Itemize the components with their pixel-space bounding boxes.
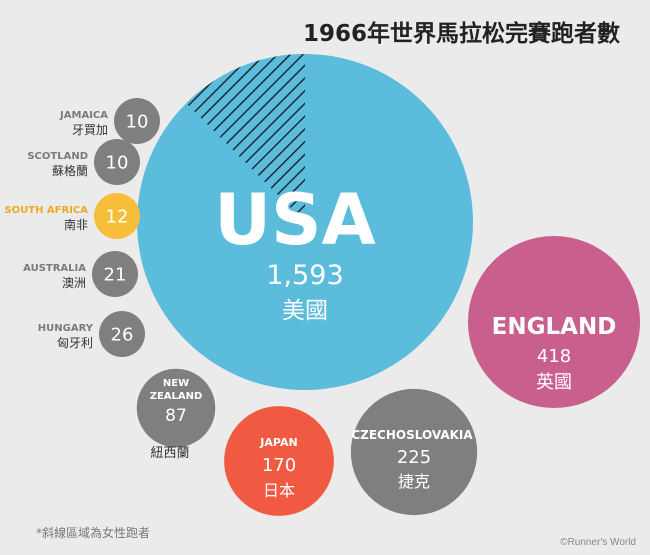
scotland-name: SCOTLAND	[27, 151, 88, 162]
australia-value: 21	[104, 264, 127, 285]
japan-bubble	[224, 406, 334, 516]
japan-local-name: 日本	[263, 481, 295, 500]
credit: ©Runner's World	[560, 537, 636, 548]
south-africa-value: 12	[106, 206, 129, 227]
australia-name: AUSTRALIA	[23, 263, 86, 274]
hungary-bubble	[99, 311, 145, 357]
jamaica-local-name: 牙買加	[72, 123, 108, 137]
usa-name: USA	[214, 179, 375, 261]
japan-value: 170	[262, 455, 296, 476]
new-zealand-name: NEW ZEALAND	[150, 378, 203, 402]
chart-title: 1966年世界馬拉松完賽跑者數	[302, 21, 620, 47]
jamaica-value: 10	[126, 111, 149, 132]
usa-value: 1,593	[266, 260, 343, 291]
south-africa-name: SOUTH AFRICA	[4, 205, 88, 216]
scotland-bubble	[94, 139, 140, 185]
jamaica-bubble	[114, 98, 160, 144]
scotland-value: 10	[106, 152, 129, 173]
japan-name: JAPAN	[259, 436, 297, 449]
hungary-value: 26	[111, 324, 134, 345]
new-zealand-bubble	[136, 368, 216, 448]
south-africa-local-name: 南非	[64, 217, 88, 232]
jamaica-name: JAMAICA	[59, 110, 108, 121]
czechoslovakia-local-name: 捷克	[398, 472, 430, 491]
scotland-local-name: 蘇格蘭	[52, 163, 88, 178]
new-zealand-local-name: 紐西蘭	[150, 445, 189, 461]
england-name: ENGLAND	[492, 314, 617, 340]
usa-female-wedge	[186, 54, 305, 222]
england-local-name: 英國	[536, 372, 572, 393]
south-africa-bubble	[94, 193, 140, 239]
australia-local-name: 澳洲	[62, 276, 86, 290]
czechoslovakia-value: 225	[397, 447, 431, 468]
footnote: *斜線區域為女性跑者	[36, 526, 151, 540]
czechoslovakia-name: CZECHOSLOVAKIA	[351, 428, 473, 442]
england-value: 418	[537, 346, 571, 367]
new-zealand-value: 87	[165, 406, 187, 426]
australia-bubble	[92, 251, 138, 297]
england-bubble	[467, 235, 641, 409]
hungary-name: HUNGARY	[38, 323, 94, 334]
czechoslovakia-bubble	[350, 388, 478, 516]
hungary-local-name: 匈牙利	[57, 336, 93, 350]
usa-local-name: 美國	[282, 298, 328, 324]
